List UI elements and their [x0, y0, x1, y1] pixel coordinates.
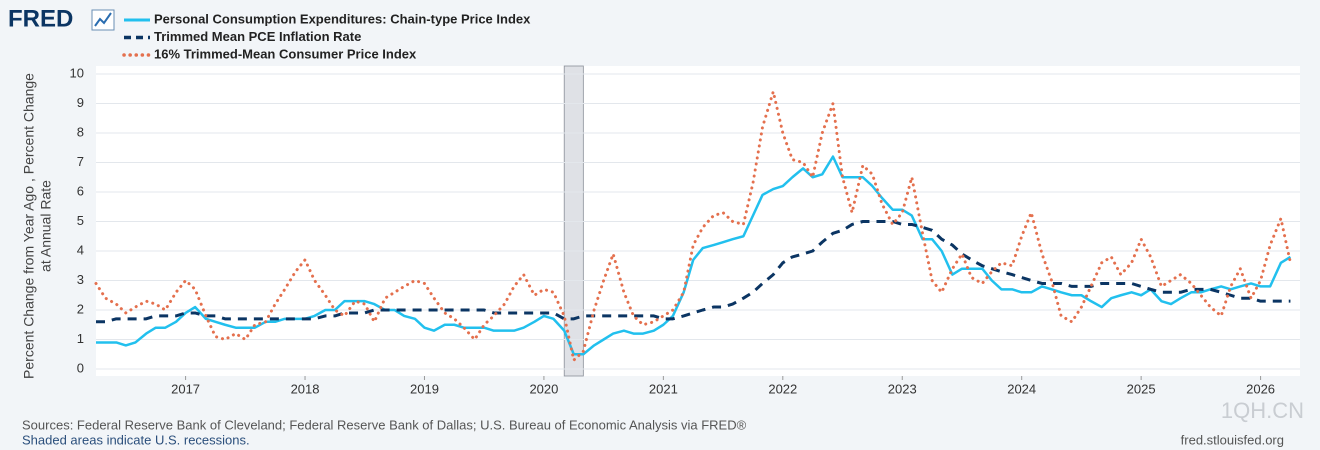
x-tick-label: 2023	[888, 381, 917, 396]
x-tick-label: 2022	[768, 381, 797, 396]
legend-label: 16% Trimmed-Mean Consumer Price Index	[154, 46, 417, 61]
legend-label: Trimmed Mean PCE Inflation Rate	[154, 29, 361, 44]
y-tick-label: 7	[77, 154, 84, 169]
x-tick-label: 2018	[291, 381, 320, 396]
x-tick-label: 2017	[171, 381, 200, 396]
series-line	[96, 155, 1292, 356]
y-tick-label: 1	[77, 331, 84, 346]
y-tick-label: 9	[77, 95, 84, 110]
y-tick-label: 3	[77, 272, 84, 287]
y-tick-label: 10	[70, 65, 84, 80]
x-tick-label: 2024	[1007, 381, 1036, 396]
x-tick-label: 2026	[1246, 381, 1275, 396]
y-tick-label: 8	[77, 124, 84, 139]
legend-label: Personal Consumption Expenditures: Chain…	[154, 11, 531, 26]
source-note: Sources: Federal Reserve Bank of Clevela…	[22, 417, 747, 432]
y-axis-label: at Annual Rate	[38, 180, 54, 272]
series-line	[96, 220, 1291, 324]
y-tick-label: 0	[77, 360, 84, 375]
y-tick-label: 2	[77, 301, 84, 316]
x-tick-label: 2020	[529, 381, 558, 396]
site-url: fred.stlouisfed.org	[1181, 432, 1284, 447]
y-tick-label: 4	[77, 242, 84, 257]
y-tick-label: 5	[77, 213, 84, 228]
recession-note: Shaded areas indicate U.S. recessions.	[22, 432, 250, 447]
y-axis-label: Percent Change from Year Ago , Percent C…	[21, 73, 37, 379]
brand-icon	[91, 9, 115, 31]
brand-logo: FRED	[8, 5, 73, 32]
y-tick-label: 6	[77, 183, 84, 198]
x-tick-label: 2019	[410, 381, 439, 396]
watermark: 1QH.CN	[1221, 398, 1304, 423]
x-tick-label: 2025	[1127, 381, 1156, 396]
x-tick-label: 2021	[649, 381, 678, 396]
